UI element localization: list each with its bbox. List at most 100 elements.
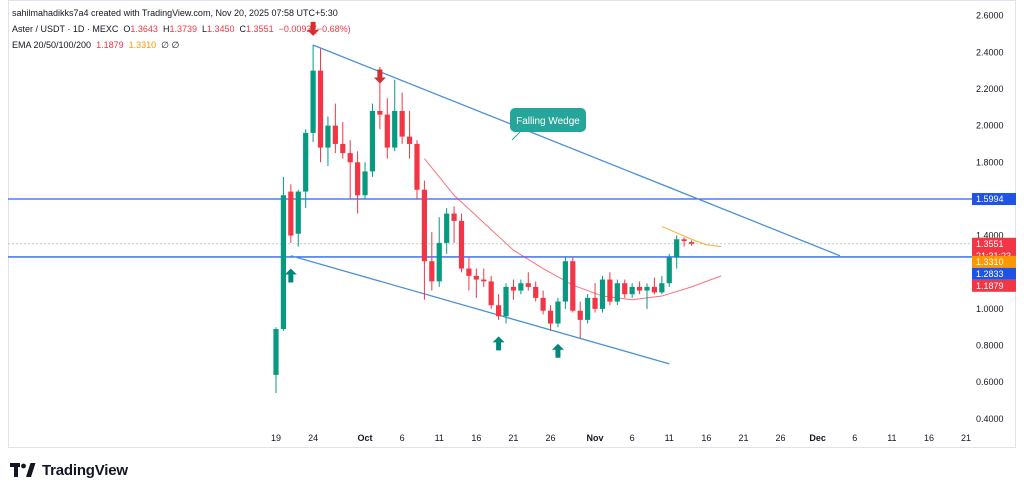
- x-axis-tick-label: 19: [271, 433, 281, 443]
- ema-label: EMA 20/50/100/200: [12, 40, 92, 50]
- candle-down: [377, 110, 383, 115]
- candle-down: [607, 279, 613, 302]
- y-axis-tick-label: 1.0000: [976, 304, 1004, 314]
- x-axis-tick-label: 11: [887, 433, 896, 443]
- candle-down: [473, 275, 479, 280]
- high-label: H: [162, 24, 170, 34]
- candle-down: [340, 143, 346, 154]
- wedge-upper-trendline: [312, 44, 841, 257]
- x-axis-tick-label: 6: [852, 433, 857, 443]
- x-axis-tick-label: 26: [546, 433, 556, 443]
- up-arrow-icon: [492, 336, 505, 351]
- attribution-line: sahilmahadikks7a4 created with TradingVi…: [12, 8, 338, 18]
- candle-up: [585, 297, 591, 320]
- candle-up: [310, 70, 316, 133]
- candle-up: [674, 239, 680, 258]
- candle-up: [273, 329, 279, 375]
- ohlc-legend: Aster / USDT · 1D · MEXC O1.3643 H1.3739…: [12, 24, 351, 34]
- candle-down: [414, 143, 420, 190]
- candle-down: [406, 136, 413, 144]
- falling-wedge-callout[interactable]: [510, 108, 586, 132]
- y-axis-tick-label: 1.4000: [976, 231, 1004, 241]
- candle-down: [451, 213, 457, 221]
- low-value: 1.3450: [207, 24, 235, 34]
- candle-down: [547, 310, 554, 324]
- candle-up: [436, 242, 442, 282]
- candle-up: [303, 132, 309, 192]
- tradingview-brand: TradingView: [42, 461, 128, 479]
- candle-down: [288, 191, 294, 236]
- candle-down: [540, 297, 546, 311]
- change-value: −0.0093 (−0.68%): [278, 24, 351, 34]
- callout-pointer: [511, 131, 521, 141]
- candle-down: [651, 286, 658, 293]
- x-axis-tick-label: 16: [924, 433, 934, 443]
- x-axis-tick-label: Dec: [809, 433, 826, 443]
- candle-up: [392, 110, 398, 148]
- down-arrow-icon: [307, 21, 320, 36]
- y-axis-tick-label: 2.2000: [976, 84, 1004, 94]
- candle-down: [421, 189, 427, 262]
- candle-up: [555, 301, 561, 324]
- price-tag-value: 1.5994: [976, 194, 1004, 204]
- candle-down: [570, 261, 576, 311]
- candle-down: [577, 310, 583, 320]
- footer-logo[interactable]: TradingView: [10, 458, 128, 482]
- candle-up: [659, 283, 665, 293]
- tradingview-logo-icon: [10, 463, 36, 477]
- ema50-line: [661, 225, 722, 248]
- y-axis-tick-label: 2.0000: [976, 121, 1004, 131]
- ema-legend: EMA 20/50/100/200 1.1879 1.3310 ∅ ∅: [12, 40, 179, 51]
- y-axis-tick-label: 2.4000: [976, 47, 1004, 57]
- low-label: L: [201, 24, 207, 34]
- candle-up: [325, 125, 331, 148]
- x-axis-tick-label: 21: [738, 433, 748, 443]
- candle-down: [681, 239, 687, 242]
- candle-down: [458, 220, 465, 269]
- candle-down: [317, 70, 324, 148]
- open-label: O: [123, 24, 131, 34]
- price-tag-value: 1.2833: [976, 269, 1004, 279]
- candle-down: [688, 242, 695, 244]
- candle-down: [592, 297, 598, 309]
- ema-empty-values: ∅ ∅: [161, 40, 180, 50]
- candle-down: [496, 305, 502, 317]
- candle-down: [481, 279, 487, 282]
- candle-up: [562, 261, 568, 302]
- candle-down: [347, 153, 353, 163]
- close-value: 1.3551: [246, 24, 274, 34]
- candle-down: [466, 268, 472, 276]
- candle-up: [444, 213, 450, 243]
- x-axis-tick-label: 16: [701, 433, 711, 443]
- candle-down: [429, 261, 435, 282]
- price-tag-value: 1.3310: [976, 257, 1004, 267]
- x-axis-tick-label: Nov: [587, 433, 604, 443]
- x-axis-tick-label: 6: [400, 433, 405, 443]
- symbol-label: Aster / USDT · 1D · MEXC: [12, 24, 119, 34]
- open-value: 1.3643: [130, 24, 158, 34]
- candle-up: [295, 191, 301, 234]
- candle-up: [503, 286, 509, 317]
- price-tag: [972, 193, 1016, 206]
- candle-down: [399, 110, 405, 137]
- candle-up: [666, 257, 672, 284]
- chart-frame[interactable]: [8, 0, 1016, 448]
- candle-down: [525, 283, 531, 287]
- price-tag: [972, 279, 1016, 292]
- candle-up: [518, 283, 524, 291]
- x-axis-tick-label: 6: [630, 433, 635, 443]
- x-axis-tick-label: 11: [435, 433, 444, 443]
- attribution-text: sahilmahadikks7a4 created with TradingVi…: [12, 8, 338, 18]
- falling-wedge-label: Falling Wedge: [516, 116, 580, 127]
- x-axis-tick-label: 24: [308, 433, 318, 443]
- y-axis-tick-label: 1.8000: [976, 157, 1004, 167]
- candle-up: [629, 286, 635, 295]
- x-axis-tick-label: 26: [776, 433, 786, 443]
- high-value: 1.3739: [169, 24, 197, 34]
- up-arrow-icon: [284, 268, 297, 283]
- candle-up: [280, 195, 287, 330]
- up-arrow-icon: [551, 343, 564, 358]
- ema50-value: 1.3310: [128, 40, 157, 50]
- y-axis-tick-label: 2.6000: [976, 11, 1004, 21]
